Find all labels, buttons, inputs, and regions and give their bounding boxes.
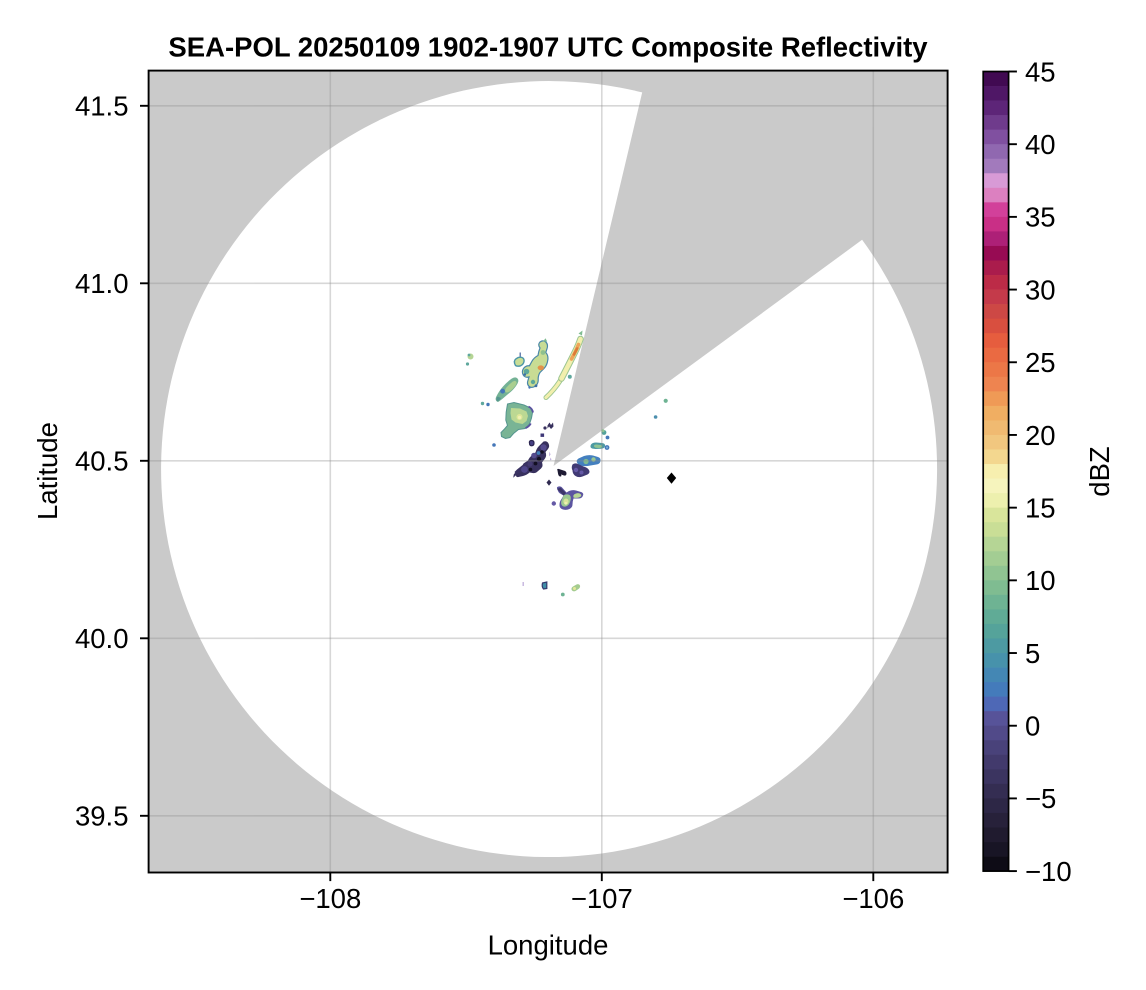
svg-text:−108: −108: [299, 883, 361, 914]
svg-text:15: 15: [1025, 492, 1056, 523]
svg-text:41.0: 41.0: [75, 268, 129, 299]
svg-text:−5: −5: [1025, 783, 1056, 814]
svg-text:−10: −10: [1025, 856, 1072, 887]
svg-text:40.5: 40.5: [75, 446, 129, 477]
svg-text:25: 25: [1025, 347, 1056, 378]
svg-text:Latitude: Latitude: [32, 422, 63, 520]
svg-text:SEA-POL 20250109 1902-1907 UTC: SEA-POL 20250109 1902-1907 UTC Composite…: [168, 32, 928, 63]
svg-text:−106: −106: [842, 883, 904, 914]
svg-text:−107: −107: [571, 883, 633, 914]
svg-text:dBZ: dBZ: [1084, 446, 1115, 496]
svg-text:39.5: 39.5: [75, 801, 129, 832]
svg-text:Longitude: Longitude: [488, 930, 609, 961]
svg-text:45: 45: [1025, 56, 1056, 87]
svg-text:20: 20: [1025, 420, 1056, 451]
svg-text:0: 0: [1025, 711, 1040, 742]
svg-text:40.0: 40.0: [75, 623, 129, 654]
svg-text:35: 35: [1025, 202, 1056, 233]
svg-text:30: 30: [1025, 274, 1056, 305]
svg-text:10: 10: [1025, 565, 1056, 596]
svg-text:41.5: 41.5: [75, 91, 129, 122]
svg-text:5: 5: [1025, 638, 1040, 669]
svg-text:40: 40: [1025, 129, 1056, 160]
